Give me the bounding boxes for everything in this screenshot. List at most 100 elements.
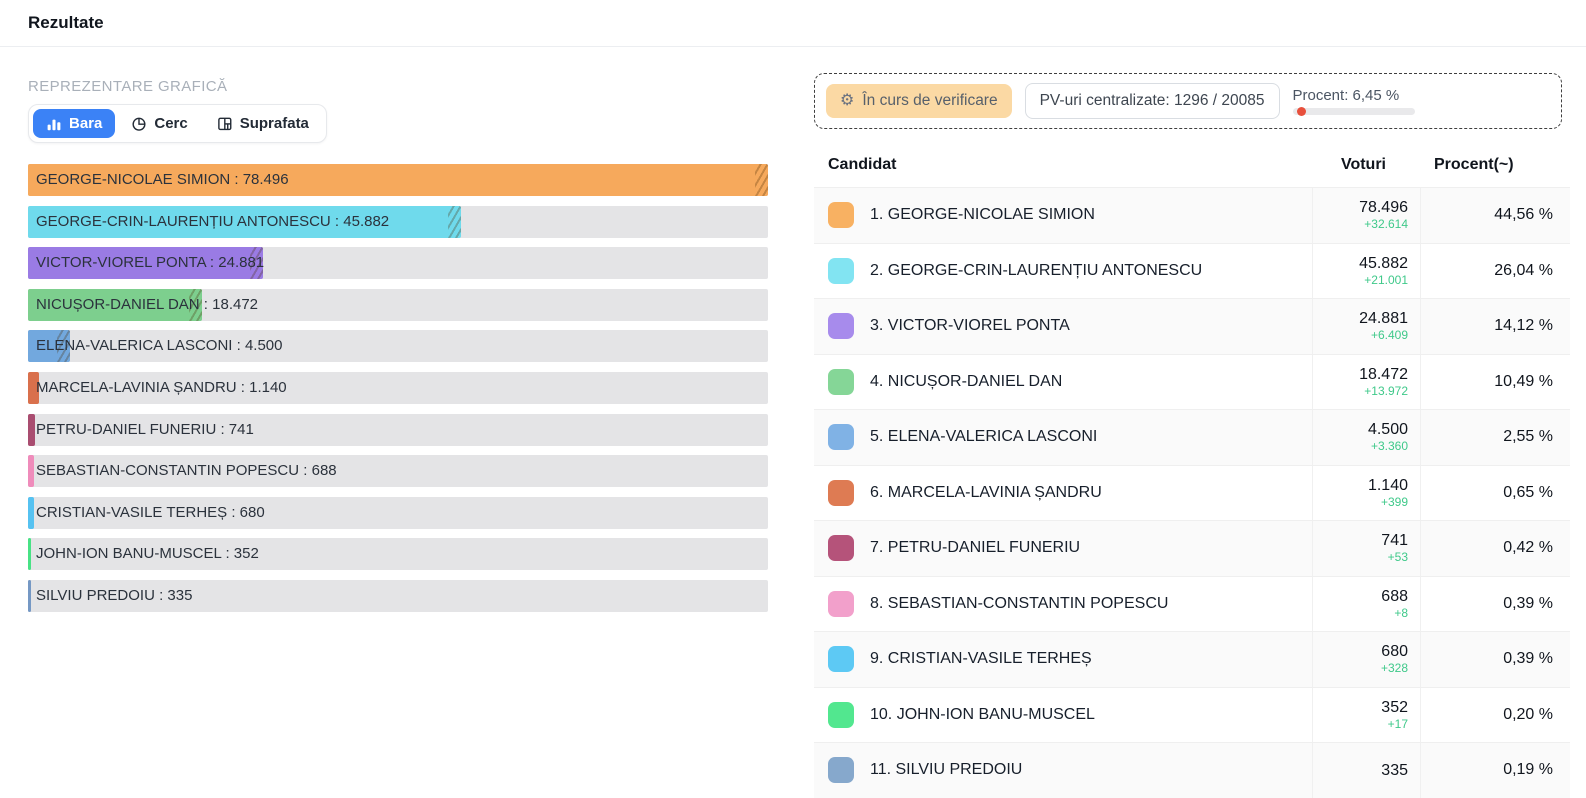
bar-label: MARCELA-LAVINIA ȘANDRU : 1.140 xyxy=(36,378,287,396)
percent-value: 0,65 % xyxy=(1503,483,1553,501)
bar-label: SILVIU PREDOIU : 335 xyxy=(36,586,193,604)
percent-value: 0,39 % xyxy=(1503,594,1553,612)
cell-voturi: 1.140 +399 xyxy=(1312,465,1420,520)
cell-procent: 0,19 % xyxy=(1420,743,1570,798)
votes-value: 335 xyxy=(1381,761,1408,779)
tab-bara[interactable]: Bara xyxy=(33,109,116,138)
chart-panel: REPREZENTARE GRAFICĂ Bara Cerc Suprafata G… xyxy=(28,47,768,798)
votes-delta: +13.972 xyxy=(1364,383,1408,398)
votes-value: 4.500 xyxy=(1367,421,1408,439)
table-body: 1. GEORGE-NICOLAE SIMION 78.496 +32.614 44,… xyxy=(814,187,1570,798)
tab-label: Bara xyxy=(69,115,103,132)
cell-procent: 0,20 % xyxy=(1420,687,1570,742)
bar-label: VICTOR-VIOREL PONTA : 24.881 xyxy=(36,254,265,272)
votes-delta: +8 xyxy=(1394,605,1408,620)
bar-row[interactable]: NICUȘOR-DANIEL DAN : 18.472 xyxy=(28,288,768,321)
candidate-name: 2. GEORGE-CRIN-LAURENȚIU ANTONESCU xyxy=(870,261,1203,279)
results-table: Candidat Voturi Procent(~) 1. GEORGE-NIC… xyxy=(814,142,1570,798)
votes-value: 24.881 xyxy=(1359,310,1408,328)
votes-delta: +32.614 xyxy=(1364,217,1408,232)
votes-value: 18.472 xyxy=(1359,365,1408,383)
cell-voturi: 741 +53 xyxy=(1312,521,1420,576)
cell-candidat: 3. VICTOR-VIOREL PONTA xyxy=(814,299,1312,354)
cell-candidat: 11. SILVIU PREDOIU xyxy=(814,743,1312,798)
bar-fill xyxy=(28,205,461,238)
candidate-color-swatch xyxy=(828,202,854,229)
verification-status-label: În curs de verificare xyxy=(862,92,998,109)
bar-row[interactable]: CRISTIAN-VASILE TERHEȘ : 680 xyxy=(28,496,768,529)
candidate-color-swatch xyxy=(828,313,854,340)
cell-voturi: 4.500 +3.360 xyxy=(1312,410,1420,465)
cell-procent: 0,39 % xyxy=(1420,632,1570,687)
table-row: 4. NICUȘOR-DANIEL DAN 18.472 +13.972 10,49 … xyxy=(814,353,1570,409)
bar-row[interactable]: SEBASTIAN-CONSTANTIN POPESCU : 688 xyxy=(28,455,768,488)
page-title: Rezultate xyxy=(28,13,104,32)
cell-voturi: 18.472 +13.972 xyxy=(1312,354,1420,409)
percent-value: 2,55 % xyxy=(1503,428,1553,446)
candidate-name: 10. JOHN-ION BANU-MUSCEL xyxy=(870,705,1095,723)
table-row: 8. SEBASTIAN-CONSTANTIN POPESCU 688 +8 0,39… xyxy=(814,575,1570,631)
bar-label: PETRU-DANIEL FUNERIU : 741 xyxy=(36,420,254,438)
cell-candidat: 9. CRISTIAN-VASILE TERHEȘ xyxy=(814,632,1312,687)
bar-fill xyxy=(28,579,32,612)
candidate-color-swatch xyxy=(828,590,854,617)
tab-suprafata[interactable]: Suprafata xyxy=(204,109,322,138)
votes-delta: +399 xyxy=(1380,494,1408,509)
tab-label: Cerc xyxy=(154,115,188,132)
bar-fill xyxy=(28,496,35,529)
bar-row[interactable]: VICTOR-VIOREL PONTA : 24.881 xyxy=(28,247,768,280)
candidate-name: 11. SILVIU PREDOIU xyxy=(870,761,1023,779)
chart-heading: REPREZENTARE GRAFICĂ xyxy=(28,78,228,95)
votes-value: 1.140 xyxy=(1367,476,1408,494)
cell-candidat: 7. PETRU-DANIEL FUNERIU xyxy=(814,521,1312,576)
bar-chart-icon xyxy=(46,116,62,132)
cell-voturi: 680 +328 xyxy=(1312,632,1420,687)
cell-candidat: 10. JOHN-ION BANU-MUSCEL xyxy=(814,688,1312,743)
candidate-color-swatch xyxy=(828,257,854,284)
bar-row[interactable]: GEORGE-NICOLAE SIMION : 78.496 xyxy=(28,164,768,196)
table-row: 5. ELENA-VALERICA LASCONI 4.500 +3.360 2,55… xyxy=(814,409,1570,465)
candidate-name: 5. ELENA-VALERICA LASCONI xyxy=(870,428,1098,446)
bar-row[interactable]: GEORGE-CRIN-LAURENȚIU ANTONESCU : 45.882 xyxy=(28,205,768,238)
table-row: 1. GEORGE-NICOLAE SIMION 78.496 +32.614 44,… xyxy=(814,187,1570,243)
table-row: 9. CRISTIAN-VASILE TERHEȘ 680 +328 0,39 % xyxy=(814,631,1570,687)
bar-chart: GEORGE-NICOLAE SIMION : 78.496 GEORGE-CRI… xyxy=(28,164,768,612)
votes-delta: +328 xyxy=(1380,661,1408,676)
table-row: 10. JOHN-ION BANU-MUSCEL 352 +17 0,20 % xyxy=(814,686,1570,743)
cell-voturi: 688 +8 xyxy=(1312,576,1420,631)
bar-row[interactable]: SILVIU PREDOIU : 335 xyxy=(28,579,768,612)
cell-procent: 0,65 % xyxy=(1420,465,1570,520)
candidate-color-swatch xyxy=(828,368,854,395)
candidate-color-swatch xyxy=(828,646,854,673)
bar-fill xyxy=(28,247,263,280)
bar-row[interactable]: PETRU-DANIEL FUNERIU : 741 xyxy=(28,413,768,446)
bar-row[interactable]: ELENA-VALERICA LASCONI : 4.500 xyxy=(28,330,768,363)
percent-value: 0,39 % xyxy=(1503,650,1553,668)
cell-procent: 0,39 % xyxy=(1420,576,1570,631)
cell-procent: 44,56 % xyxy=(1420,188,1570,243)
bar-label: CRISTIAN-VASILE TERHEȘ : 680 xyxy=(36,503,265,521)
bar-row[interactable]: JOHN-ION BANU-MUSCEL : 352 xyxy=(28,538,768,571)
progress-dot xyxy=(1296,107,1306,116)
table-header: Candidat Voturi Procent(~) xyxy=(814,142,1570,187)
candidate-name: 8. SEBASTIAN-CONSTANTIN POPESCU xyxy=(870,594,1169,612)
cell-voturi: 352 +17 xyxy=(1312,687,1420,742)
chart-type-tabs: Bara Cerc Suprafata xyxy=(28,104,327,143)
candidate-color-swatch xyxy=(828,479,854,506)
cell-voturi: 335 xyxy=(1312,743,1420,798)
votes-value: 352 xyxy=(1381,698,1408,716)
cell-voturi: 24.881 +6.409 xyxy=(1312,299,1420,354)
votes-delta: +17 xyxy=(1387,716,1408,731)
bar-fill xyxy=(28,455,35,488)
tab-label: Suprafata xyxy=(239,115,309,132)
treemap-icon xyxy=(217,116,233,132)
bar-row[interactable]: MARCELA-LAVINIA ȘANDRU : 1.140 xyxy=(28,371,768,404)
candidate-color-swatch xyxy=(828,701,854,728)
percent-value: 44,56 % xyxy=(1494,206,1553,224)
votes-delta: +21.001 xyxy=(1364,272,1408,287)
progress-bar xyxy=(1292,107,1415,116)
verification-status-badge: ⚙ În curs de verificare xyxy=(826,84,1012,118)
status-box: ⚙ În curs de verificare PV-uri centraliz… xyxy=(814,73,1562,129)
tab-cerc[interactable]: Cerc xyxy=(118,109,200,138)
bar-fill xyxy=(28,413,35,446)
